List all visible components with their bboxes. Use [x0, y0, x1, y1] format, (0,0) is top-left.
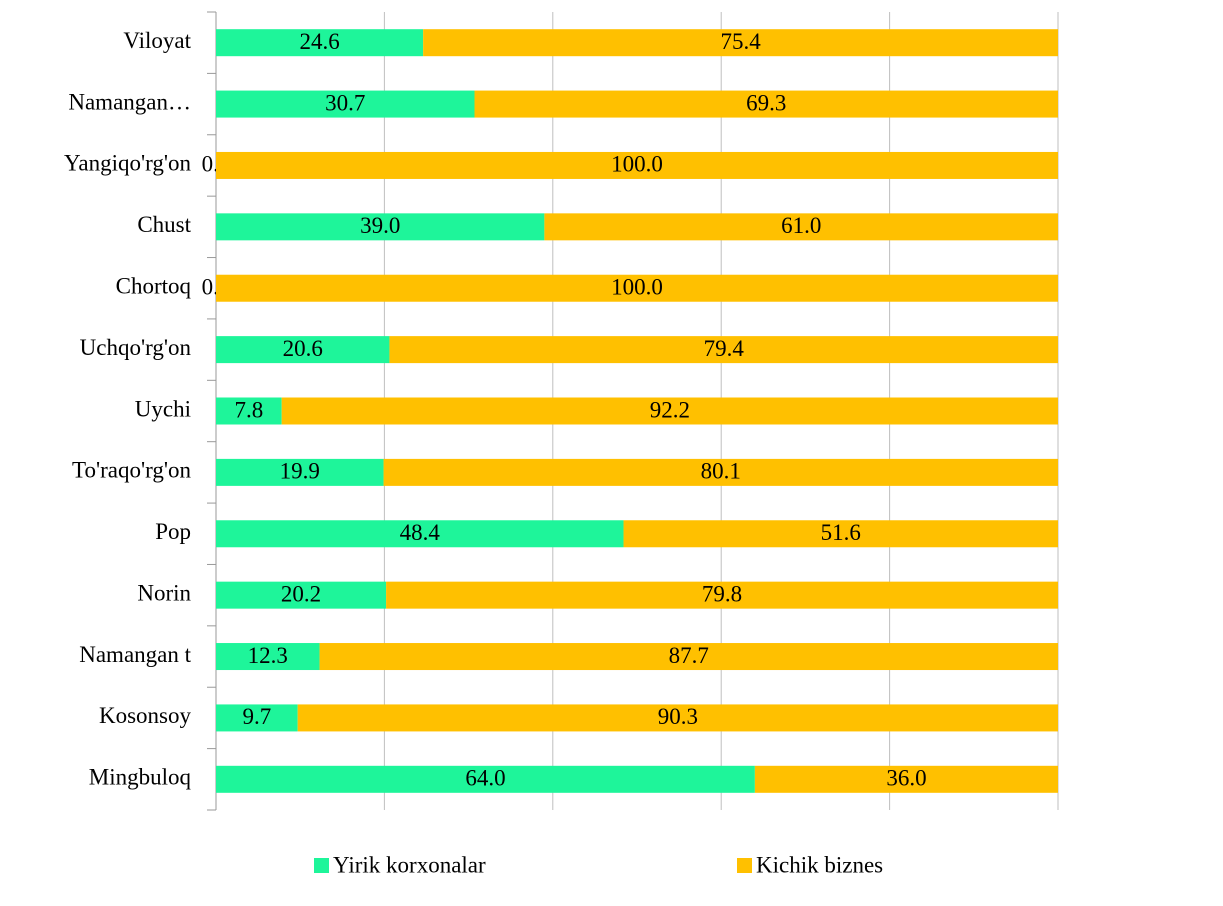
category-label: Namangan t — [79, 642, 191, 667]
data-label: 24.6 — [299, 29, 339, 54]
bar-segment — [319, 643, 1058, 671]
bar-segment — [544, 213, 1058, 241]
bar-segment — [386, 581, 1059, 609]
category-label: Viloyat — [123, 28, 191, 53]
category-label: To'raqo'rg'on — [72, 458, 191, 483]
category-label: Kosonsoy — [99, 703, 192, 728]
category-label: Pop — [155, 519, 191, 544]
data-label: 100.0 — [611, 152, 663, 177]
bar-segment — [216, 90, 475, 118]
category-label: Namangan… — [68, 89, 191, 114]
bar-segment — [383, 458, 1059, 486]
data-label: 20.6 — [283, 336, 323, 361]
data-label: 20.2 — [281, 581, 321, 606]
data-label: 39.0 — [360, 213, 400, 238]
data-label: 36.0 — [886, 766, 926, 791]
data-label: 61.0 — [781, 213, 821, 238]
data-label: 51.6 — [821, 520, 861, 545]
bar-segment — [216, 397, 282, 425]
data-label: 12.3 — [248, 643, 288, 668]
data-label: 100.0 — [611, 275, 663, 300]
data-label: 92.2 — [650, 397, 690, 422]
bar-segment — [423, 29, 1059, 57]
bar-segment — [297, 704, 1058, 732]
data-label: 64.0 — [465, 766, 505, 791]
bar-segment — [216, 274, 1058, 302]
bar-segment — [216, 336, 390, 364]
bar-segment — [281, 397, 1058, 425]
bar-segment — [216, 704, 298, 732]
category-label: Uchqo'rg'on — [80, 335, 192, 360]
data-label: 75.4 — [720, 29, 761, 54]
data-label: 9.7 — [242, 704, 271, 729]
legend-label: Kichik biznes — [756, 852, 883, 877]
bar-segment — [754, 765, 1058, 793]
category-label: Uychi — [135, 396, 191, 421]
legend-swatch — [737, 858, 752, 873]
legend-label: Yirik korxonalar — [333, 852, 486, 877]
data-label: 80.1 — [701, 459, 741, 484]
bar-segment — [216, 151, 1058, 179]
bar-segment — [623, 520, 1058, 548]
data-label: 87.7 — [669, 643, 709, 668]
data-label: 7.8 — [234, 397, 263, 422]
legend-swatch — [314, 858, 329, 873]
category-label: Norin — [137, 580, 191, 605]
data-label: 30.7 — [325, 90, 365, 115]
category-label: Chust — [137, 212, 191, 237]
bar-segment — [389, 336, 1058, 364]
bar-segment — [216, 643, 320, 671]
bar-segment — [216, 581, 387, 609]
data-label: 19.9 — [280, 459, 320, 484]
data-label: 90.3 — [658, 704, 698, 729]
category-label: Chortoq — [116, 274, 192, 299]
bar-segment — [216, 29, 424, 57]
data-label: 69.3 — [746, 90, 786, 115]
bar-segment — [216, 520, 624, 548]
bar-segment — [474, 90, 1058, 118]
bar-segment — [216, 213, 545, 241]
data-label: 79.8 — [702, 581, 742, 606]
category-label: Mingbuloq — [89, 765, 192, 790]
data-label: 79.4 — [704, 336, 745, 361]
bar-segment — [216, 765, 755, 793]
category-label: Yangiqo'rg'on — [64, 151, 191, 176]
bar-segment — [216, 458, 384, 486]
data-label: 48.4 — [400, 520, 441, 545]
